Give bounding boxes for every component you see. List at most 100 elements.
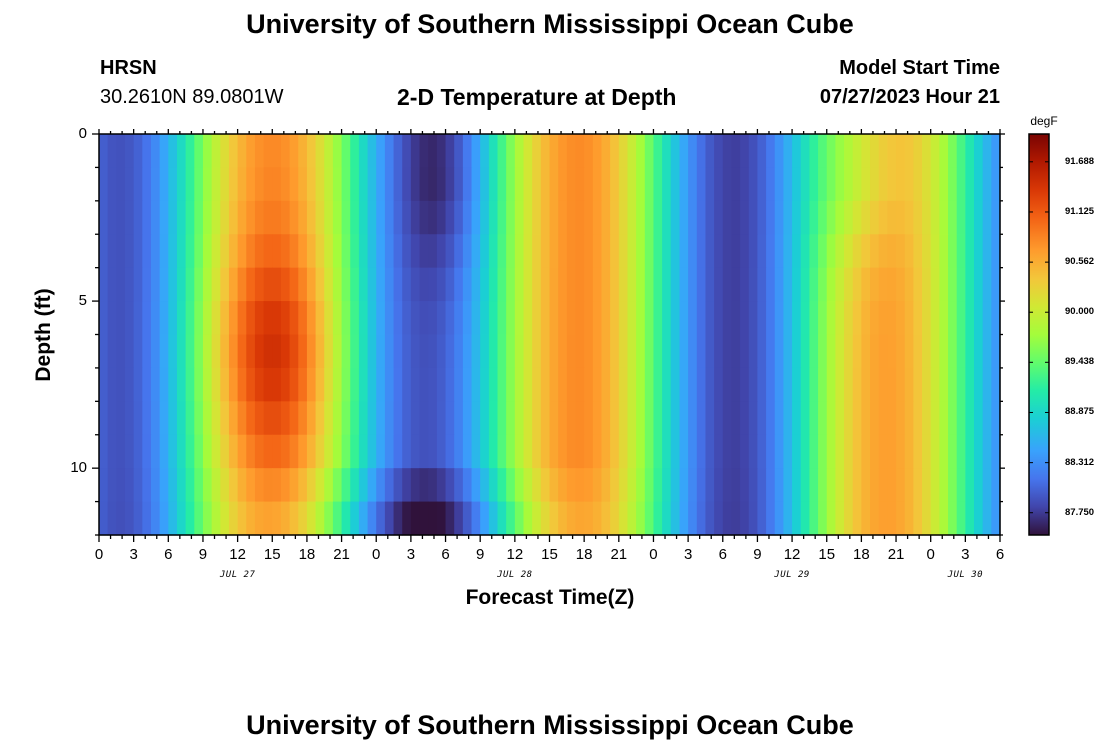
heatmap-cell [930,501,940,536]
heatmap-cell [523,501,533,536]
heatmap-cell [402,134,412,169]
x-tick-label: 21 [610,546,628,563]
heatmap-cell [176,267,187,302]
heatmap-cell [116,301,126,336]
heatmap-cell [306,134,317,169]
heatmap-cell [757,301,767,336]
heatmap-cell [367,501,377,536]
heatmap-cell [662,434,672,469]
heatmap-cell [176,134,187,169]
heatmap-cell [168,234,178,269]
heatmap-cell [575,234,585,269]
heatmap-cell [930,367,940,402]
heatmap-cell [610,468,620,503]
heatmap-cell [159,468,169,503]
heatmap-cell [514,134,525,169]
heatmap-cell [852,301,862,336]
heatmap-cell [454,434,464,469]
heatmap-cell [800,401,810,436]
heatmap-cell [835,501,845,536]
heatmap-cell [748,367,759,402]
heatmap-cell [783,301,793,336]
heatmap-cell [618,234,629,269]
heatmap-cell [679,167,689,202]
heatmap-cell [982,334,992,369]
heatmap-cell [228,200,239,235]
heatmap-cell [922,267,932,302]
heatmap-cell [298,200,308,235]
heatmap-cell [176,301,187,336]
heatmap-cell [991,434,1001,469]
heatmap-cell [618,401,629,436]
heatmap-cell [774,367,785,402]
heatmap-cell [185,267,195,302]
heatmap-cell [454,200,464,235]
heatmap-cell [627,434,637,469]
heatmap-cell [982,468,992,503]
heatmap-cell [965,501,975,536]
heatmap-cell [835,267,845,302]
heatmap-cell [358,468,369,503]
heatmap-cell [722,367,733,402]
heatmap-cell [904,267,914,302]
heatmap-cell [133,234,143,269]
heatmap-cell [133,334,143,369]
heatmap-cell [696,200,707,235]
heatmap-cell [116,367,126,402]
heatmap-cell [523,301,533,336]
heatmap-cell [454,167,464,202]
heatmap-cell [922,468,932,503]
heatmap-cell [644,267,655,302]
colorbar-tick-label: 89.438 [1065,356,1095,368]
heatmap-cell [887,501,897,536]
heatmap-cell [523,334,533,369]
heatmap-cell [376,267,386,302]
heatmap-cell [358,434,369,469]
heatmap-cell [956,267,966,302]
heatmap-cell [722,234,733,269]
heatmap-cell [540,401,551,436]
heatmap-cell [991,200,1001,235]
heatmap-cell [402,334,412,369]
heatmap-cell [714,134,724,169]
heatmap-cell [367,301,377,336]
heatmap-cell [324,501,334,536]
heatmap-cell [185,334,195,369]
heatmap-cell [878,234,888,269]
colorbar-tick-label: 91.125 [1065,205,1095,217]
heatmap-cell [696,434,707,469]
heatmap-cell [748,401,759,436]
heatmap-cell [878,468,888,503]
heatmap-cell [610,301,620,336]
heatmap-cell [662,234,672,269]
heatmap-cell [393,301,403,336]
heatmap-cell [861,468,871,503]
heatmap-cell [142,401,152,436]
heatmap-cell [462,234,473,269]
heatmap-cell [211,334,221,369]
heatmap-cell [844,468,854,503]
heatmap-cell [263,234,273,269]
heatmap-cell [705,267,715,302]
heatmap-cell [696,301,707,336]
heatmap-cell [948,301,958,336]
heatmap-cell [826,401,836,436]
heatmap-cell [636,134,646,169]
heatmap-cell [861,200,871,235]
heatmap-cell [298,134,308,169]
heatmap-cell [315,200,325,235]
heatmap-cell [159,367,169,402]
heatmap-cell [410,234,421,269]
heatmap-cell [159,501,169,536]
heatmap-cell [904,501,914,536]
heatmap-cell [454,468,464,503]
heatmap-cell [870,200,880,235]
model-start-label: Model Start Time [839,57,1000,79]
heatmap-cell [809,434,819,469]
heatmap-cell [800,334,810,369]
heatmap-cell [852,334,862,369]
heatmap-cell [376,234,386,269]
heatmap-cell [124,367,135,402]
heatmap-cell [228,167,239,202]
heatmap-cell [826,167,836,202]
